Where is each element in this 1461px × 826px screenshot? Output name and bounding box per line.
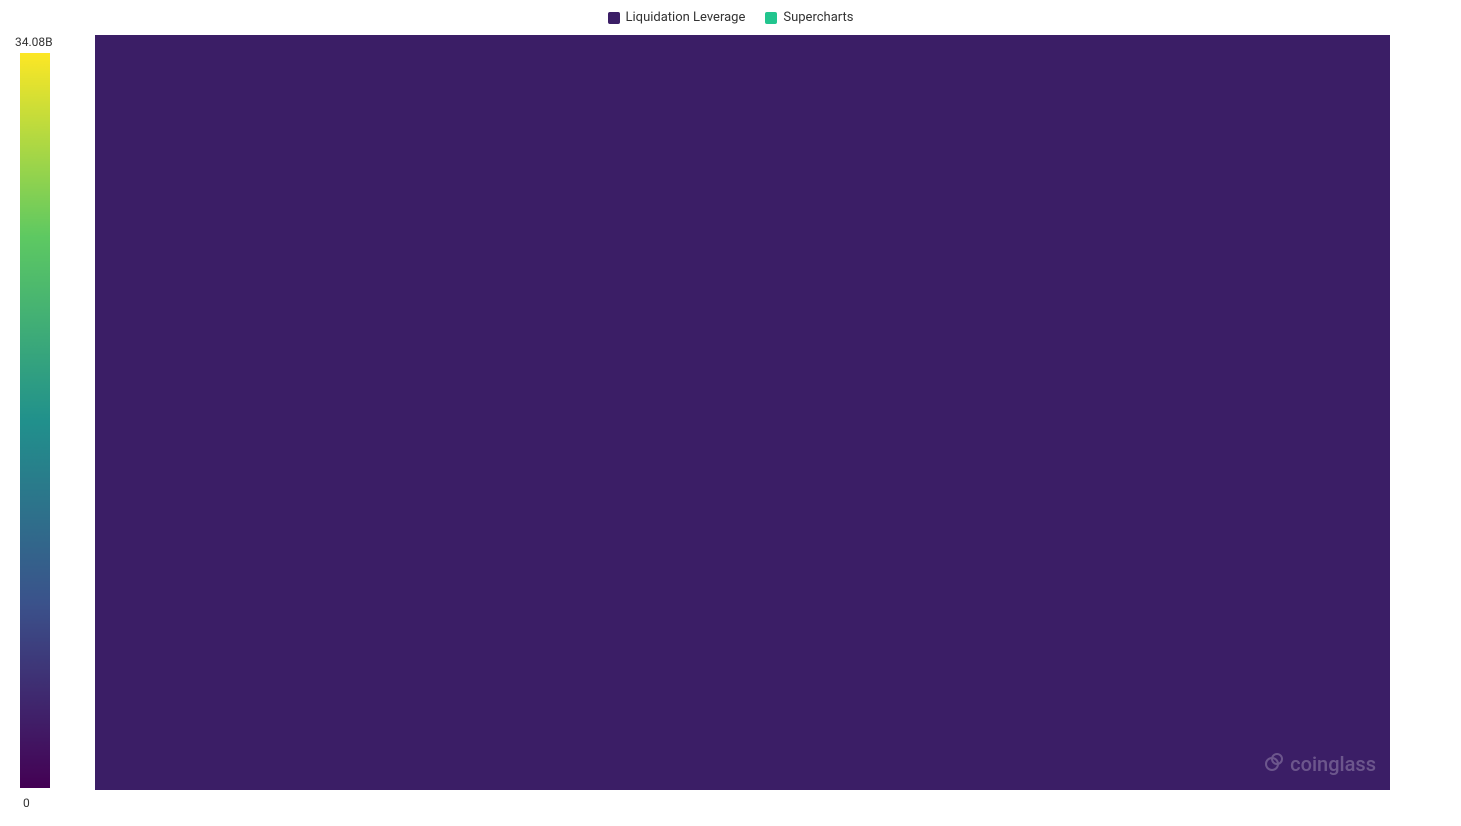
watermark-icon bbox=[1260, 752, 1284, 776]
watermark: coinglass bbox=[1260, 752, 1376, 776]
x-axis bbox=[95, 804, 1390, 822]
legend-item-liquidation[interactable]: Liquidation Leverage bbox=[608, 10, 746, 25]
legend-swatch-icon bbox=[608, 12, 620, 24]
heatmap-chart[interactable] bbox=[95, 35, 1390, 790]
legend: Liquidation Leverage Supercharts bbox=[0, 10, 1461, 25]
watermark-text: coinglass bbox=[1290, 752, 1376, 776]
legend-label: Liquidation Leverage bbox=[626, 10, 746, 25]
colorbar-max-label: 34.08B bbox=[15, 35, 65, 49]
legend-label: Supercharts bbox=[783, 10, 853, 25]
colorbar-min-label: 0 bbox=[23, 796, 65, 810]
colorbar-gradient bbox=[20, 53, 50, 788]
colorbar: 34.08B 0 bbox=[15, 35, 65, 795]
chart-area[interactable] bbox=[95, 35, 1390, 790]
legend-swatch-icon bbox=[765, 12, 777, 24]
legend-item-supercharts[interactable]: Supercharts bbox=[765, 10, 853, 25]
y-axis bbox=[1401, 35, 1456, 790]
